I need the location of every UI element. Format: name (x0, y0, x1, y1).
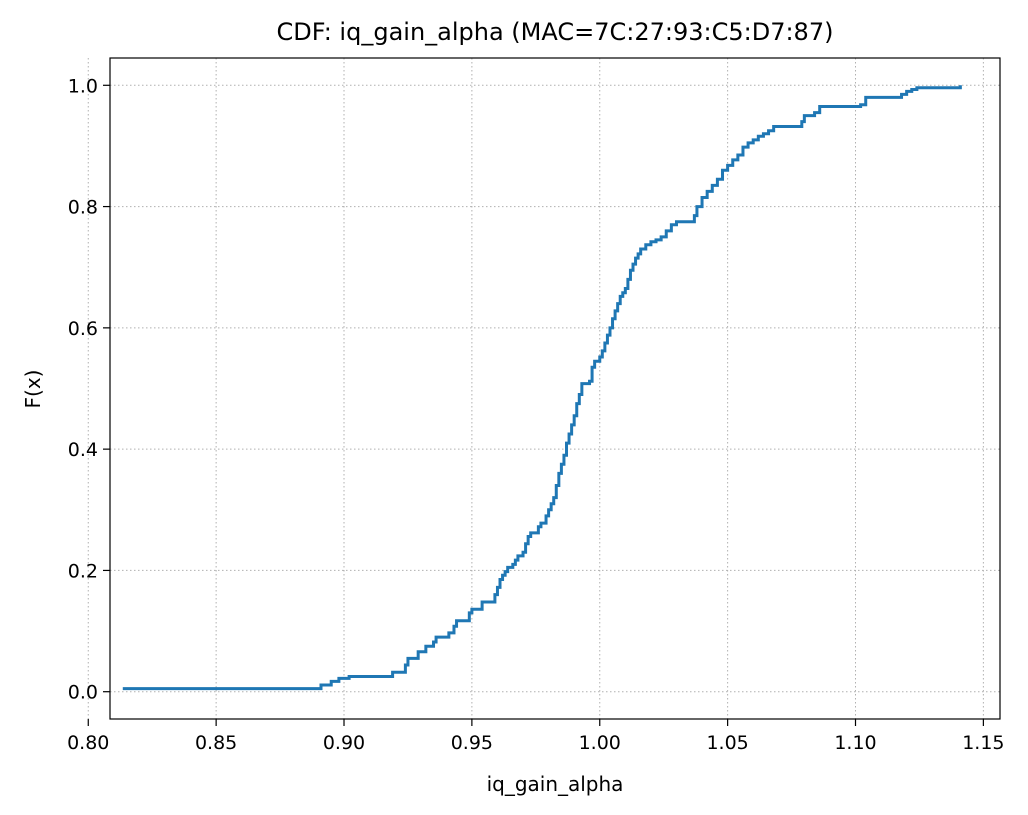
x-tick-label: 0.80 (67, 732, 109, 754)
x-tick-label: 0.85 (195, 732, 237, 754)
x-tick-label: 1.10 (834, 732, 876, 754)
cdf-series-line (122, 85, 962, 691)
grid (87, 58, 1000, 719)
x-tick-label: 1.05 (706, 732, 748, 754)
plot-frame (109, 57, 1001, 720)
x-axis-label: iq_gain_alpha (487, 772, 624, 796)
y-tick-label: 0.2 (68, 560, 98, 582)
y-tick-label: 0.8 (68, 197, 98, 219)
y-tick-label: 0.0 (68, 682, 98, 704)
x-tick-label: 1.00 (579, 732, 621, 754)
x-axis: 0.80 0.85 0.90 0.95 1.00 1.05 1.10 1.15 (67, 719, 1005, 754)
x-tick-label: 1.15 (962, 732, 1004, 754)
y-axis-label: F(x) (21, 370, 45, 409)
x-tick-label: 0.90 (323, 732, 365, 754)
y-tick-label: 0.4 (68, 439, 98, 461)
y-axis: 0.0 0.2 0.4 0.6 0.8 1.0 (68, 75, 110, 704)
x-tick-label: 0.95 (451, 732, 493, 754)
chart-title: CDF: iq_gain_alpha (MAC=7C:27:93:C5:D7:8… (277, 18, 834, 46)
y-tick-label: 1.0 (68, 75, 98, 97)
series-layer (122, 85, 962, 691)
y-tick-label: 0.6 (68, 318, 98, 340)
